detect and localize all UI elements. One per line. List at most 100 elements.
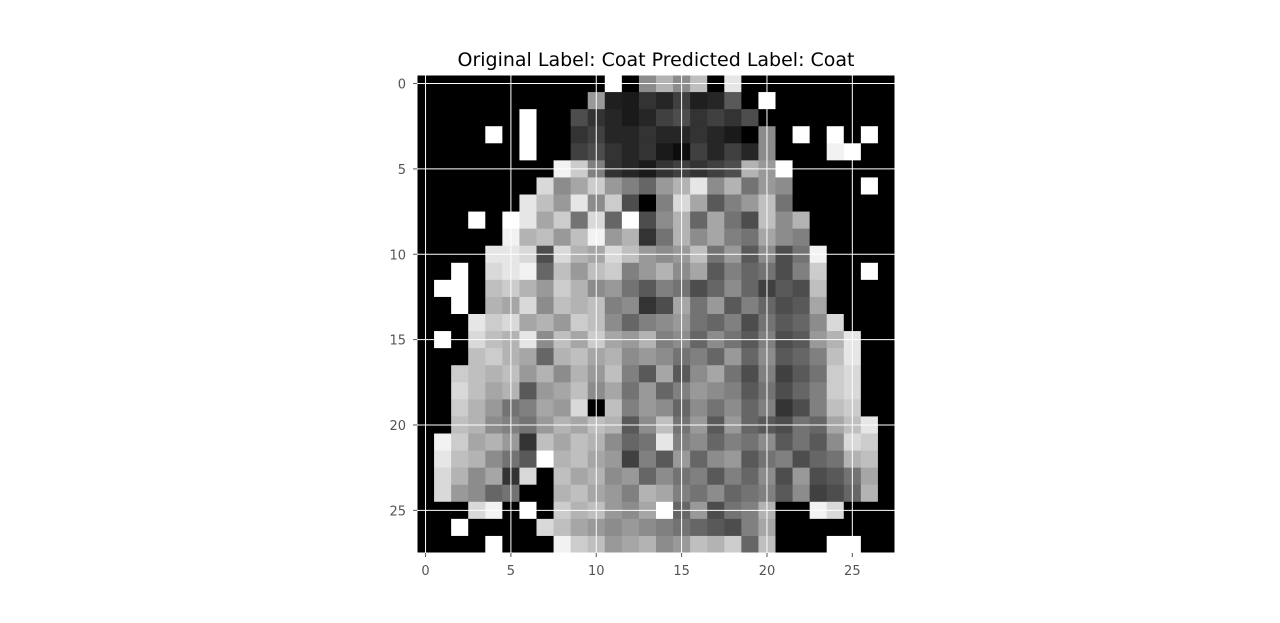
heatmap-cell xyxy=(468,450,486,469)
heatmap-cell xyxy=(860,143,879,161)
heatmap-cell xyxy=(741,467,759,486)
heatmap-cell xyxy=(638,177,657,195)
plot-frame xyxy=(416,74,896,554)
heatmap-cell xyxy=(519,399,537,417)
heatmap-cell xyxy=(485,143,503,161)
heatmap-cell xyxy=(792,450,811,469)
heatmap-cell xyxy=(775,177,793,195)
heatmap-cell xyxy=(638,450,657,469)
heatmap-cell xyxy=(690,228,708,247)
heatmap-cell xyxy=(451,228,469,247)
heatmap-cell xyxy=(536,126,554,144)
heatmap-cell xyxy=(877,211,896,230)
heatmap-cell xyxy=(570,484,589,503)
heatmap-cell xyxy=(826,177,845,195)
heatmap-cell xyxy=(434,92,452,110)
heatmap-cell xyxy=(638,194,657,212)
y-tick-label: 10 xyxy=(389,248,406,263)
heatmap-cell xyxy=(485,433,503,451)
heatmap-cell xyxy=(690,314,708,332)
heatmap-cell xyxy=(826,518,845,537)
heatmap-cell xyxy=(638,228,657,247)
heatmap-cell xyxy=(468,433,486,451)
y-tick-label: 5 xyxy=(398,163,406,178)
heatmap-cell xyxy=(741,348,759,366)
heatmap-cell xyxy=(638,518,657,537)
heatmap-cell xyxy=(468,518,486,537)
heatmap-cell xyxy=(621,484,640,503)
heatmap-cell xyxy=(707,92,725,110)
heatmap-cell xyxy=(451,143,469,161)
heatmap-cell xyxy=(741,535,759,554)
heatmap-cell xyxy=(656,535,674,554)
heatmap-cell xyxy=(536,365,554,383)
heatmap-cell xyxy=(690,296,708,315)
heatmap-cell xyxy=(553,467,572,486)
heatmap-cell xyxy=(741,399,759,417)
heatmap-cell xyxy=(468,262,486,281)
heatmap-cell xyxy=(792,126,811,144)
heatmap-cell xyxy=(451,365,469,383)
heatmap-cell xyxy=(434,484,452,503)
heatmap-cell xyxy=(621,518,640,537)
heatmap-cell xyxy=(553,143,572,161)
heatmap-cell xyxy=(604,143,623,161)
heatmap-cell xyxy=(621,314,640,332)
heatmap-cell xyxy=(451,518,469,537)
heatmap-cell xyxy=(690,484,708,503)
heatmap-cell xyxy=(434,399,452,417)
heatmap-cell xyxy=(604,467,623,486)
heatmap-cell xyxy=(826,450,845,469)
heatmap-cell xyxy=(434,314,452,332)
heatmap-cell xyxy=(860,348,879,366)
heatmap-cell xyxy=(451,262,469,281)
heatmap-cell xyxy=(434,143,452,161)
heatmap-cell xyxy=(468,365,486,383)
heatmap-cell xyxy=(485,126,503,144)
heatmap-cell xyxy=(519,92,537,110)
heatmap-cell xyxy=(724,211,742,230)
heatmap-cell xyxy=(553,450,572,469)
heatmap-cell xyxy=(741,433,759,451)
heatmap-cell xyxy=(860,211,879,230)
heatmap-cell xyxy=(877,382,896,400)
heatmap-cell xyxy=(604,314,623,332)
heatmap-cell xyxy=(519,518,537,537)
heatmap-cell xyxy=(621,126,640,144)
heatmap-cell xyxy=(553,399,572,417)
heatmap-cell xyxy=(690,177,708,195)
heatmap-cell xyxy=(621,177,640,195)
heatmap-cell xyxy=(604,194,623,212)
heatmap-cell xyxy=(570,314,589,332)
heatmap-cell xyxy=(621,296,640,315)
heatmap-cell xyxy=(553,194,572,212)
heatmap-cell xyxy=(792,211,811,230)
heatmap-cell xyxy=(485,484,503,503)
heatmap-cell xyxy=(707,348,725,366)
heatmap-cell xyxy=(656,143,674,161)
heatmap-cell xyxy=(536,109,554,127)
heatmap-cell xyxy=(656,109,674,127)
heatmap-cell xyxy=(656,228,674,247)
heatmap-cell xyxy=(707,484,725,503)
y-tick-label: 20 xyxy=(389,419,406,434)
heatmap-cell xyxy=(570,109,589,127)
heatmap-cell xyxy=(621,228,640,247)
heatmap-cell xyxy=(485,399,503,417)
heatmap-cell xyxy=(434,433,452,451)
heatmap-cell xyxy=(690,433,708,451)
heatmap-cell xyxy=(877,279,896,298)
heatmap-cell xyxy=(690,382,708,400)
heatmap-cell xyxy=(485,194,503,212)
heatmap-cell xyxy=(792,314,811,332)
heatmap-cell xyxy=(707,450,725,469)
heatmap-cell xyxy=(519,433,537,451)
heatmap-cell xyxy=(741,296,759,315)
heatmap-cell xyxy=(621,433,640,451)
heatmap-cell xyxy=(775,382,793,400)
heatmap-cell xyxy=(638,382,657,400)
heatmap-cell xyxy=(724,433,742,451)
heatmap-cell xyxy=(809,194,828,212)
heatmap-cell xyxy=(570,228,589,247)
heatmap-cell xyxy=(656,484,674,503)
